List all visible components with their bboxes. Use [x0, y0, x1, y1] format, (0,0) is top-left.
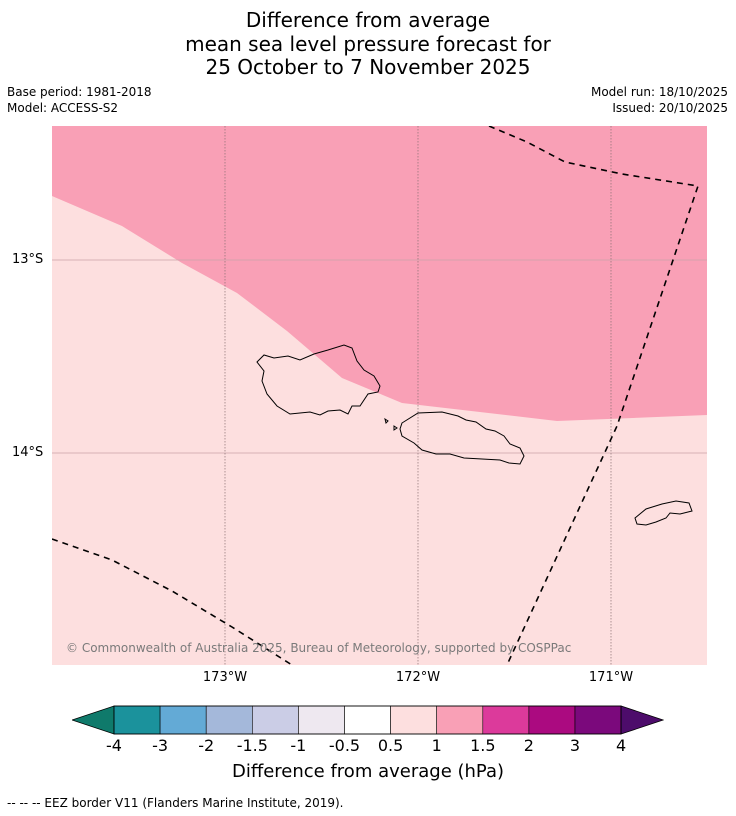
- lon-label-171w: 171°W: [588, 670, 634, 685]
- forecast-map: [52, 126, 707, 665]
- gridlines: [52, 259, 707, 454]
- colorbar-tick-label: -1: [290, 736, 307, 755]
- colorbar-extend-high: [620, 705, 664, 735]
- manono-apolima-islands: [384, 417, 398, 431]
- colorbar-segment: [344, 705, 391, 735]
- colorbar-tick-label: -3: [152, 736, 169, 755]
- colorbar-tick-label: 3: [569, 736, 581, 755]
- model-name: Model: ACCESS-S2: [7, 101, 119, 115]
- positive-anomaly-region: [52, 126, 707, 421]
- eez-legend: -- -- -- EEZ border V11 (Flanders Marine…: [7, 796, 344, 810]
- colorbar-label: Difference from average (hPa): [231, 761, 505, 782]
- lat-label-14s: 14°S: [12, 445, 44, 460]
- colorbar-segment: [436, 705, 484, 735]
- colorbar-segment: [528, 705, 576, 735]
- title-line-3: 25 October to 7 November 2025: [205, 55, 531, 79]
- title-line-1: Difference from average: [245, 8, 491, 32]
- upolu-island: [399, 411, 525, 465]
- lat-label-13s: 13°S: [12, 252, 44, 267]
- colorbar-segment: [390, 705, 438, 735]
- copyright-notice: © Commonwealth of Australia 2025, Bureau…: [66, 641, 572, 655]
- colorbar-extend-low: [72, 705, 115, 735]
- colorbar-tick-label: 2: [523, 736, 534, 755]
- base-period: Base period: 1981-2018: [7, 85, 152, 99]
- colorbar-tick-label: 1.5: [470, 736, 496, 755]
- colorbar-segment: [298, 705, 345, 735]
- colorbar-segment: [574, 705, 622, 735]
- colorbar-tick-label: -4: [106, 736, 122, 755]
- colorbar-tick-label: 0.5: [377, 736, 404, 755]
- issued-date: Issued: 20/10/2025: [612, 101, 728, 115]
- savaii-island: [256, 344, 381, 416]
- colorbar-tick-label: 4: [616, 736, 627, 755]
- model-run: Model run: 18/10/2025: [590, 85, 728, 99]
- colorbar-tick-label: 1: [431, 736, 442, 755]
- colorbar-segment: [159, 705, 207, 735]
- colorbar-segment: [252, 705, 299, 735]
- colorbar-segment: [113, 705, 161, 735]
- tutuila-island: [634, 500, 693, 526]
- colorbar-tick-label: -2: [198, 736, 215, 755]
- colorbar-tick-label: -1.5: [236, 736, 268, 755]
- colorbar-segment: [482, 705, 530, 735]
- eez-border: [52, 126, 700, 665]
- lon-label-173w: 173°W: [202, 670, 248, 685]
- colorbar-segment: [205, 705, 253, 735]
- colorbar-tick-label: -0.5: [328, 736, 361, 755]
- title-line-2: mean sea level pressure forecast for: [185, 32, 551, 56]
- lon-label-172w: 172°W: [395, 670, 441, 685]
- colorbar: [72, 705, 664, 735]
